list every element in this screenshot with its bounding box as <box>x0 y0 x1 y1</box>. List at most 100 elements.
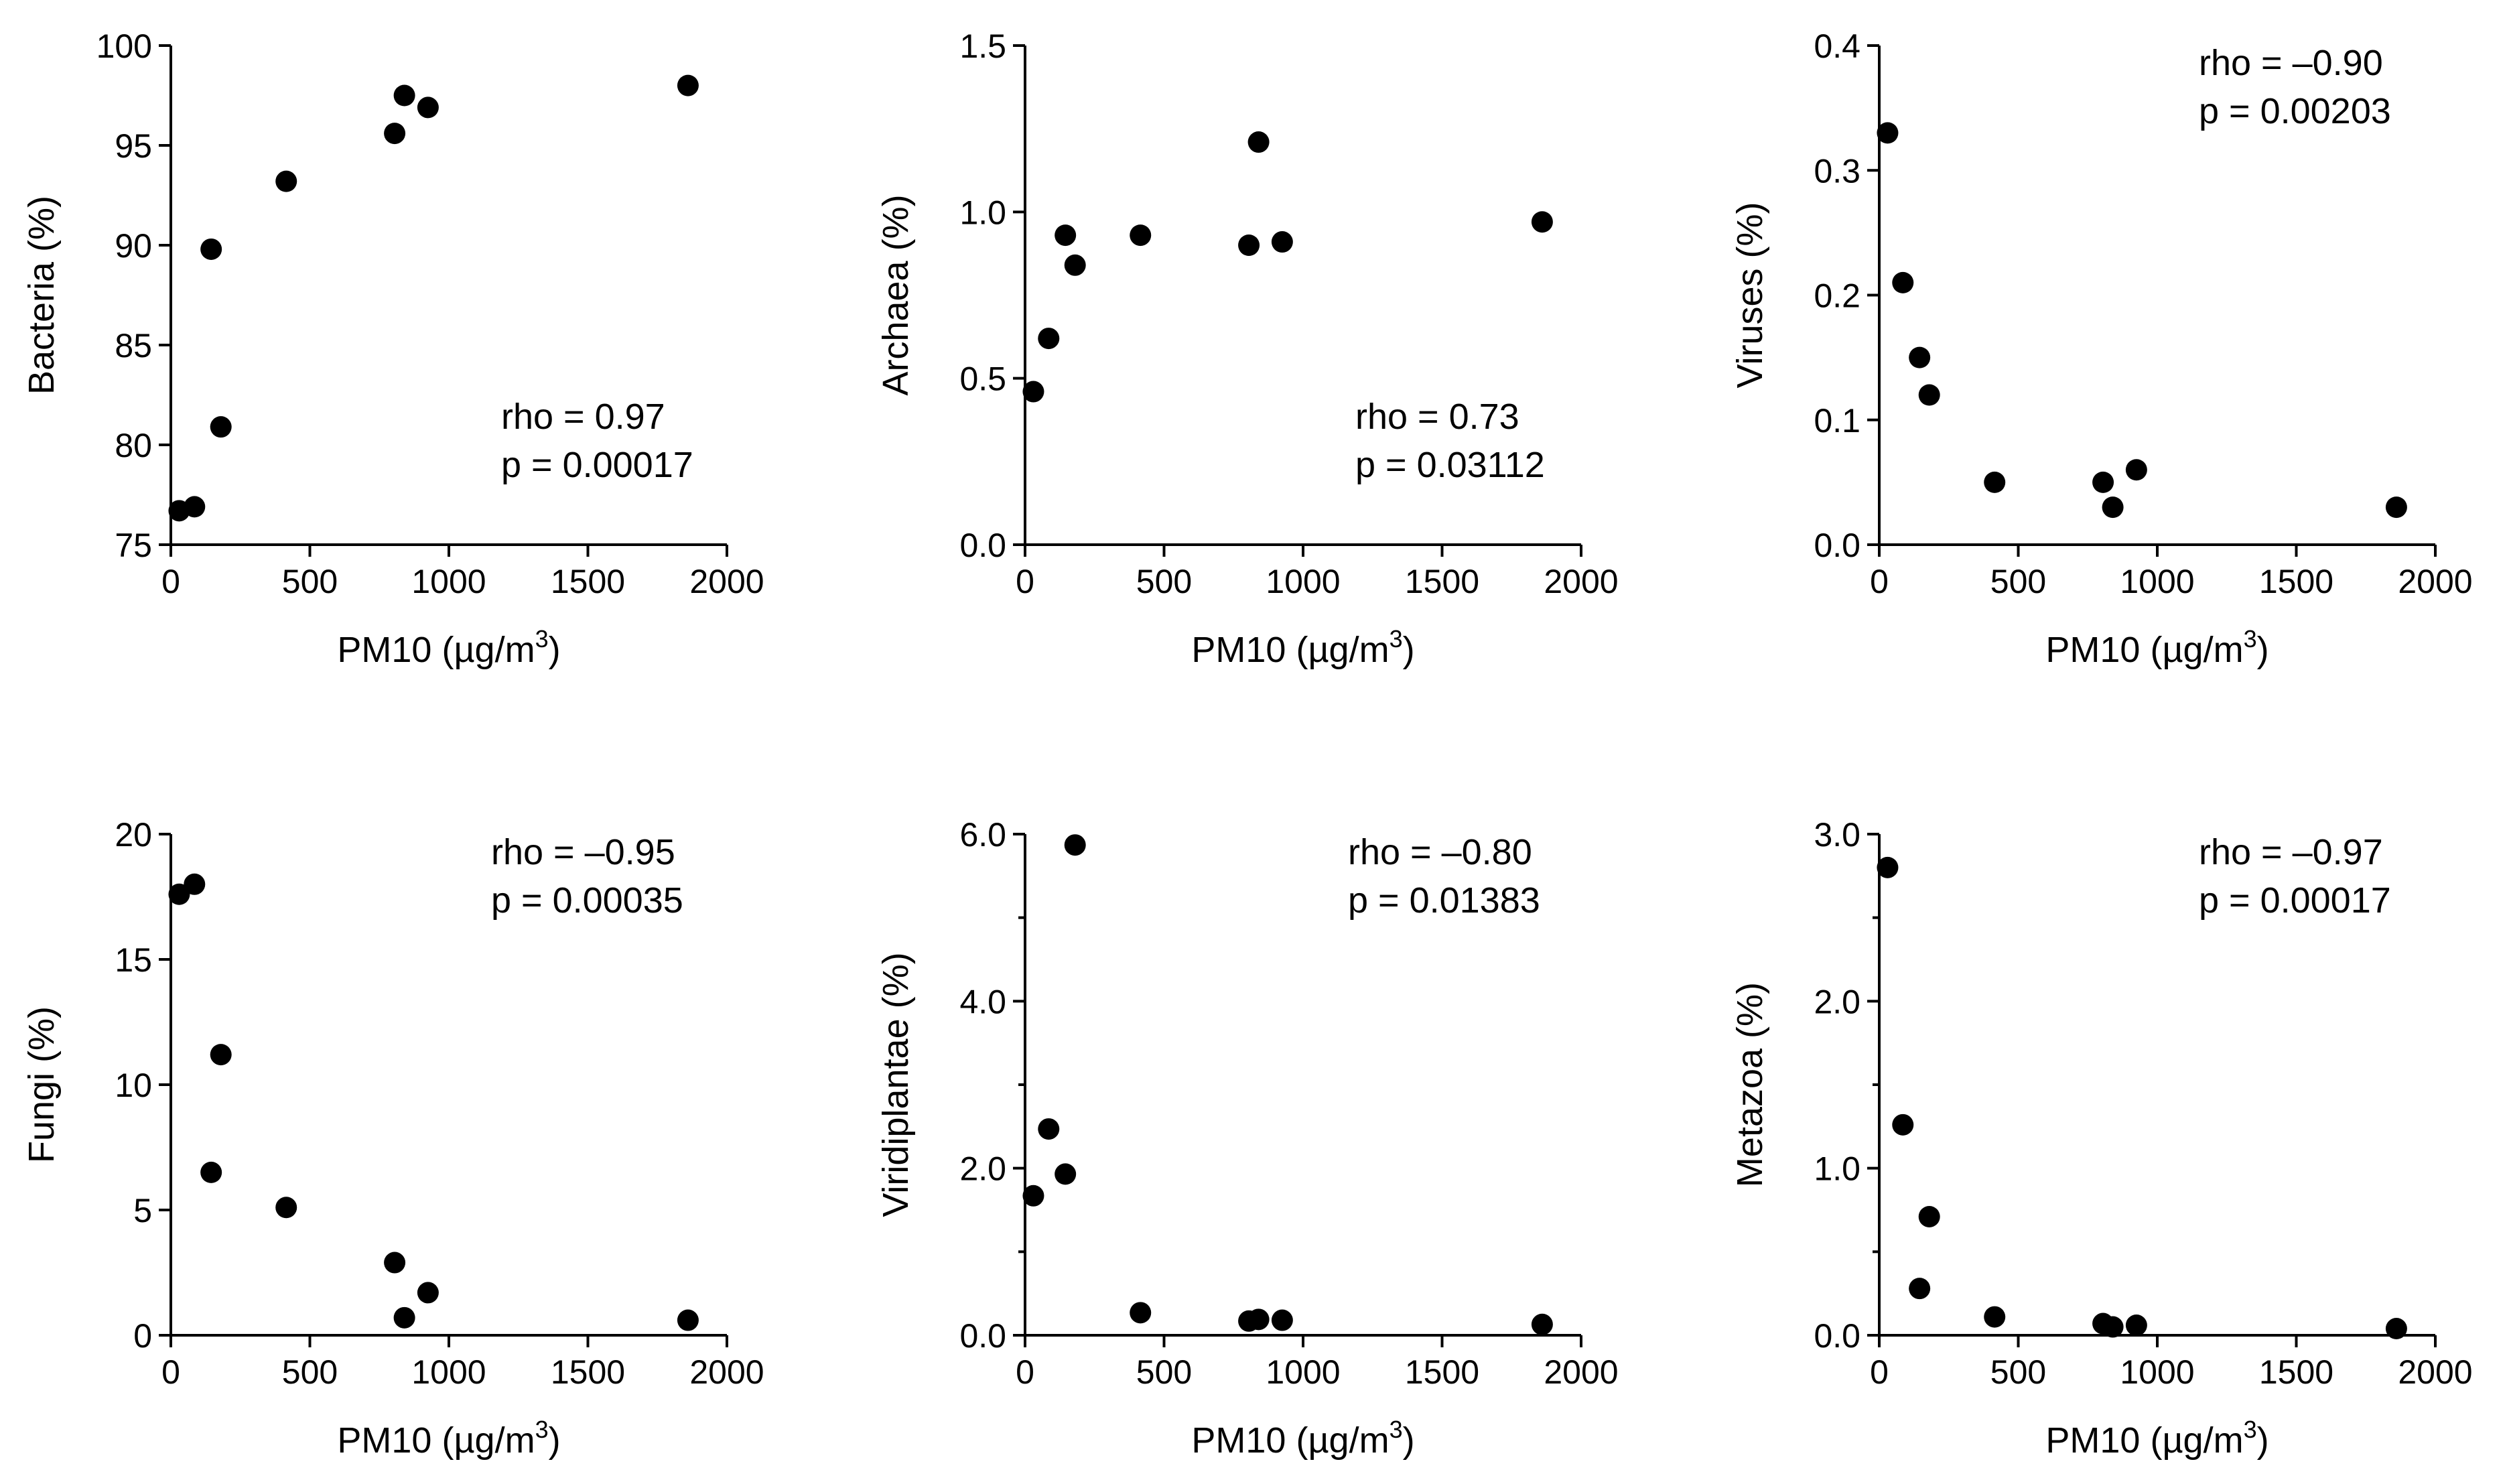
x-tick-label: 500 <box>1136 563 1192 600</box>
y-tick-label: 10 <box>115 1067 152 1104</box>
annotation-p: p = 0.03112 <box>1355 445 1545 485</box>
annotation-p: p = 0.00017 <box>501 445 693 485</box>
panel-5: 0 500 1000 1500 2000 0.0 2.0 4.0 6.0 Viridiplanta… <box>876 816 1619 1461</box>
data-point <box>1877 856 1899 878</box>
y-axis-title: Metazoa (%) <box>1730 982 1770 1187</box>
annotation-rho: rho = –0.95 <box>491 832 675 872</box>
data-point <box>1055 224 1077 247</box>
y-tick-label: 20 <box>115 816 152 854</box>
x-tick-label: 1000 <box>2120 563 2194 600</box>
y-tick-label: 75 <box>115 527 152 564</box>
data-point <box>2125 1314 2147 1337</box>
x-tick-label: 1500 <box>1405 1353 1479 1391</box>
y-tick-label: 90 <box>115 227 152 265</box>
y-tick-label: 0.1 <box>1814 402 1860 440</box>
data-point <box>2092 471 2114 493</box>
panel-6: 0 500 1000 1500 2000 0.0 1.0 2.0 3.0 Metazoa (%) P… <box>1730 816 2473 1461</box>
x-tick-label: 1500 <box>551 1353 625 1391</box>
x-tick-label: 2000 <box>1544 563 1618 600</box>
annotation-p: p = 0.00203 <box>2199 91 2391 131</box>
x-tick-label: 500 <box>1990 1353 2046 1391</box>
y-tick-label: 6.0 <box>959 816 1006 854</box>
data-point <box>1238 234 1260 256</box>
x-tick-label: 500 <box>282 563 338 600</box>
data-point <box>1130 224 1152 247</box>
data-point <box>2102 496 2124 519</box>
y-axis-title: Archaea (%) <box>876 194 916 395</box>
annotation-rho: rho = 0.97 <box>501 397 665 437</box>
x-tick-label: 1500 <box>2259 1353 2333 1391</box>
y-tick-label: 1.0 <box>1814 1150 1860 1188</box>
data-point <box>1918 1205 1940 1227</box>
x-tick-label: 1000 <box>1266 563 1340 600</box>
x-tick-label: 0 <box>161 563 180 600</box>
x-axis-title: PM10 (µg/m3) <box>337 1416 560 1461</box>
data-point <box>1247 131 1270 153</box>
data-point <box>2385 496 2407 519</box>
data-point <box>384 1252 406 1274</box>
x-axis-title: PM10 (µg/m3) <box>2045 625 2268 670</box>
data-point <box>417 96 439 119</box>
y-tick-label: 0 <box>133 1317 152 1355</box>
x-axis-title: PM10 (µg/m3) <box>2045 1416 2268 1461</box>
annotation-p: p = 0.01383 <box>1348 880 1540 921</box>
data-point <box>2102 1316 2124 1338</box>
y-tick-label: 3.0 <box>1814 816 1860 854</box>
y-tick-label: 2.0 <box>959 1150 1006 1188</box>
data-point <box>1909 346 1931 368</box>
data-point <box>1247 1308 1270 1331</box>
data-point <box>184 496 206 518</box>
y-tick-label: 0.3 <box>1814 152 1860 190</box>
data-point <box>1038 328 1060 350</box>
data-point <box>677 74 699 96</box>
y-tick-label: 2.0 <box>1814 983 1860 1020</box>
panel-1: 0 500 1000 1500 2000 75 80 85 90 95 100 Bacteria (%… <box>21 27 764 670</box>
data-point <box>2125 459 2147 481</box>
y-tick-label: 0.4 <box>1814 27 1860 65</box>
x-tick-label: 2000 <box>2398 563 2472 600</box>
y-tick-label: 100 <box>96 27 152 65</box>
y-axis-title: Viruses (%) <box>1730 202 1770 388</box>
data-point <box>1064 834 1086 856</box>
x-tick-label: 500 <box>1136 1353 1192 1391</box>
data-point <box>1918 384 1940 406</box>
data-point <box>1909 1278 1931 1300</box>
y-tick-label: 0.5 <box>959 360 1006 398</box>
data-point <box>1531 1313 1553 1335</box>
y-axis-title: Fungi (%) <box>21 1006 62 1163</box>
annotation-rho: rho = –0.80 <box>1348 832 1532 872</box>
data-point <box>200 238 222 260</box>
y-tick-label: 0.2 <box>1814 277 1860 315</box>
x-tick-label: 1000 <box>411 1353 486 1391</box>
x-axis-title: PM10 (µg/m3) <box>337 625 560 670</box>
y-tick-label: 80 <box>115 427 152 464</box>
y-axis-title: Viridiplantae (%) <box>876 952 916 1217</box>
x-tick-label: 2000 <box>689 563 764 600</box>
x-tick-label: 0 <box>1870 1353 1889 1391</box>
data-point <box>2385 1318 2407 1340</box>
data-point <box>1064 254 1086 276</box>
y-tick-label: 4.0 <box>959 983 1006 1020</box>
panel-3: 0 500 1000 1500 2000 0.0 0.1 0.2 0.3 0.4 Viruses (… <box>1730 27 2473 670</box>
data-point <box>1531 211 1553 233</box>
y-tick-label: 0.0 <box>959 527 1006 564</box>
x-tick-label: 1500 <box>2259 563 2333 600</box>
y-axis-title: Bacteria (%) <box>21 196 62 395</box>
y-tick-label: 1.5 <box>959 27 1006 65</box>
data-point <box>1892 1114 1914 1136</box>
x-tick-label: 0 <box>1016 1353 1034 1391</box>
data-point <box>275 1197 297 1219</box>
x-tick-label: 1500 <box>551 563 625 600</box>
data-point <box>1271 231 1293 253</box>
x-tick-label: 2000 <box>2398 1353 2472 1391</box>
data-point <box>200 1161 222 1183</box>
data-point <box>1038 1118 1060 1140</box>
y-tick-label: 1.0 <box>959 194 1006 231</box>
y-tick-label: 95 <box>115 127 152 165</box>
data-point <box>210 1044 232 1066</box>
data-point <box>677 1309 699 1331</box>
data-point <box>184 873 206 895</box>
data-point <box>1022 381 1044 403</box>
annotation-p: p = 0.00035 <box>491 880 683 921</box>
